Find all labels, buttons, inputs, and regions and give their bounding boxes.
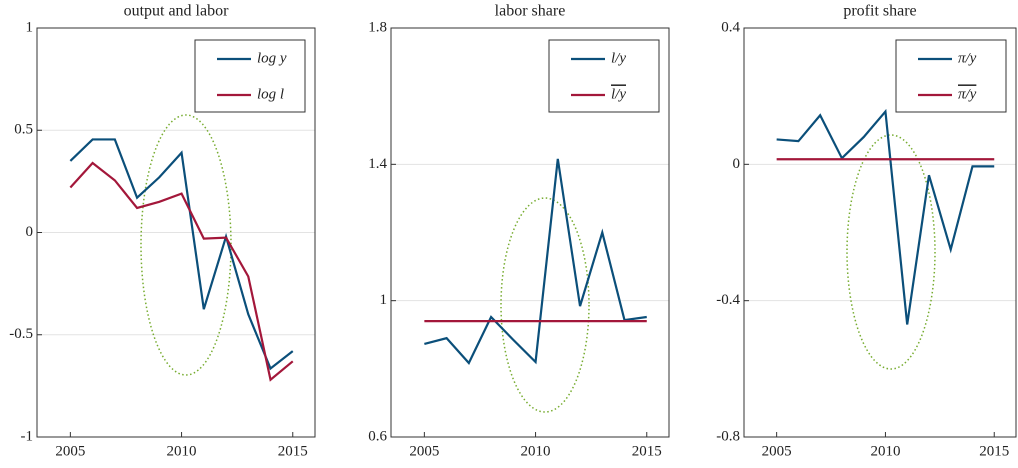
y-tick-label: -1: [21, 428, 34, 444]
y-tick-label: 0.6: [368, 428, 387, 444]
legend-box: [895, 39, 1007, 113]
legend-label: l/y: [611, 50, 626, 66]
x-tick-label: 2005: [55, 443, 85, 459]
y-tick-label: -0.4: [716, 292, 740, 308]
chart-title: output and labor: [124, 3, 230, 20]
y-tick-label: 0.5: [14, 122, 33, 138]
x-tick-label: 2015: [632, 443, 662, 459]
x-tick-label: 2010: [870, 443, 900, 459]
x-tick-label: 2015: [278, 443, 308, 459]
y-tick-label: 1.8: [368, 19, 387, 35]
x-tick-label: 2005: [762, 443, 792, 459]
legend-box: [194, 39, 306, 113]
y-tick-label: 1: [380, 292, 388, 308]
y-tick-label: 1.4: [368, 156, 387, 172]
highlight-ellipse: [500, 197, 590, 413]
y-tick-label: 0.4: [721, 19, 740, 35]
legend-label: π/y: [958, 50, 977, 66]
series-line: [776, 108, 995, 325]
y-tick-label: 0: [733, 156, 741, 172]
x-tick-label: 2015: [979, 443, 1009, 459]
highlight-ellipse: [846, 134, 936, 370]
axes-box: [743, 27, 1017, 438]
legend-label: log y: [257, 50, 287, 66]
series-line: [69, 138, 294, 371]
y-tick-label: -0.5: [9, 326, 33, 342]
chart-title: profit share: [843, 3, 916, 20]
legend-label: l/y: [611, 86, 626, 102]
y-tick-label: 0: [26, 224, 34, 240]
legend-label: log l: [257, 86, 284, 102]
axes-box: [36, 27, 316, 438]
series-line: [424, 158, 647, 365]
legend-box: [548, 39, 660, 113]
legend-label: π/y: [958, 86, 977, 102]
highlight-ellipse: [140, 114, 232, 376]
x-tick-label: 2010: [167, 443, 197, 459]
chart-title: labor share: [495, 3, 566, 20]
series-line: [69, 161, 294, 382]
y-tick-label: 1: [26, 19, 34, 35]
y-tick-label: -0.8: [716, 428, 740, 444]
x-tick-label: 2010: [521, 443, 551, 459]
axes-box: [390, 27, 670, 438]
x-tick-label: 2005: [409, 443, 439, 459]
